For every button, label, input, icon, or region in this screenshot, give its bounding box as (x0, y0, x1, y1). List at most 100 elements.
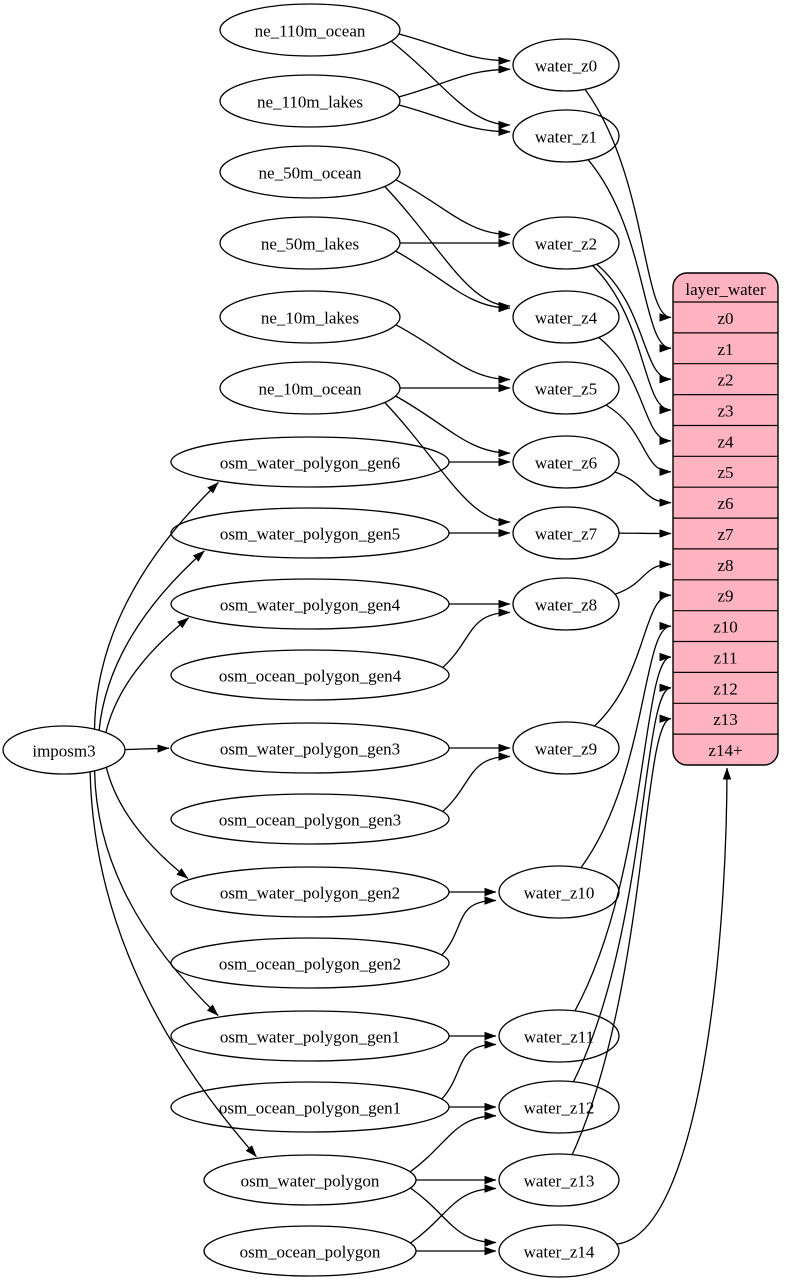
edge-ne_110m_ocean-to-water_z0 (399, 34, 510, 61)
node-ne_110m_lakes: ne_110m_lakes (220, 75, 400, 127)
node-water_z5: water_z5 (513, 362, 619, 414)
node-label-water_z7: water_z7 (535, 525, 598, 544)
record-row-z0: z0 (717, 309, 733, 328)
edge-osm_ocean_polygon_gen2-to-water_z10 (442, 901, 496, 956)
node-osm_water_polygon: osm_water_polygon (204, 1155, 416, 1205)
edge-water_z8-to-layer_water-z8 (615, 564, 671, 594)
node-osm_water_polygon_gen4: osm_water_polygon_gen4 (171, 579, 449, 629)
record-row-z9: z9 (717, 587, 733, 606)
edge-ne_50m_lakes-to-water_z4 (396, 251, 510, 308)
record-row-z8: z8 (717, 556, 733, 575)
node-water_z4: water_z4 (513, 291, 619, 343)
edge-water_z14-to-layer_water-z14+ (617, 768, 727, 1244)
edge-ne_110m_ocean-to-water_z1 (391, 41, 510, 125)
node-water_z10: water_z10 (499, 866, 619, 918)
record-row-z4: z4 (717, 432, 734, 451)
node-label-water_z8: water_z8 (535, 596, 597, 615)
node-osm_ocean_polygon_gen1: osm_ocean_polygon_gen1 (171, 1082, 449, 1132)
node-label-water_z1: water_z1 (535, 128, 597, 147)
node-osm_water_polygon_gen6: osm_water_polygon_gen6 (171, 437, 449, 487)
edge-imposm3-to-osm_water_polygon_gen5 (99, 551, 204, 731)
node-label-ne_10m_ocean: ne_10m_ocean (259, 380, 362, 399)
node-osm_ocean_polygon: osm_ocean_polygon (204, 1226, 416, 1276)
record-row-z10: z10 (713, 618, 738, 637)
edge-ne_50m_ocean-to-water_z2 (396, 180, 510, 235)
edge-water_z11-to-layer_water-z11 (575, 657, 671, 1011)
record-row-z6: z6 (717, 494, 733, 513)
edge-osm_ocean_polygon_gen4-to-water_z8 (443, 613, 510, 668)
edge-water_z6-to-layer_water-z6 (615, 472, 671, 503)
record-row-z13: z13 (713, 710, 738, 729)
edge-osm_water_polygon-to-water_z12 (410, 1116, 496, 1172)
node-label-ne_50m_lakes: ne_50m_lakes (261, 235, 359, 254)
edge-ne_110m_lakes-to-water_z0 (399, 69, 510, 97)
record-row-z2: z2 (717, 371, 733, 390)
node-ne_110m_ocean: ne_110m_ocean (220, 4, 400, 56)
node-osm_water_polygon_gen1: osm_water_polygon_gen1 (171, 1011, 449, 1061)
node-label-osm_water_polygon: osm_water_polygon (241, 1172, 380, 1191)
node-label-ne_110m_ocean: ne_110m_ocean (255, 22, 366, 41)
node-label-water_z13: water_z13 (524, 1172, 595, 1191)
edge-osm_water_polygon-to-water_z14 (411, 1188, 497, 1243)
edge-ne_10m_lakes-to-water_z5 (396, 325, 510, 380)
node-water_z2: water_z2 (513, 217, 619, 269)
record-row-z7: z7 (717, 525, 734, 544)
node-label-water_z2: water_z2 (535, 235, 597, 254)
node-label-osm_water_polygon_gen5: osm_water_polygon_gen5 (220, 525, 400, 544)
node-label-osm_water_polygon_gen6: osm_water_polygon_gen6 (220, 454, 400, 473)
node-water_z0: water_z0 (513, 39, 619, 91)
node-osm_ocean_polygon_gen4: osm_ocean_polygon_gen4 (171, 650, 449, 700)
node-ne_10m_lakes: ne_10m_lakes (220, 291, 400, 343)
node-label-osm_water_polygon_gen2: osm_water_polygon_gen2 (220, 884, 400, 903)
node-label-water_z5: water_z5 (535, 380, 597, 399)
edge-imposm3-to-osm_water_polygon_gen3 (125, 748, 169, 749)
edge-ne_110m_lakes-to-water_z1 (399, 105, 510, 132)
node-osm_water_polygon_gen2: osm_water_polygon_gen2 (171, 867, 449, 917)
node-osm_water_polygon_gen5: osm_water_polygon_gen5 (171, 508, 449, 558)
node-water_z14: water_z14 (499, 1225, 619, 1277)
node-ne_50m_ocean: ne_50m_ocean (220, 146, 400, 198)
record-layer_water: layer_waterz0z1z2z3z4z5z6z7z8z9z10z11z12… (673, 273, 778, 765)
node-label-water_z11: water_z11 (524, 1028, 594, 1047)
node-label-osm_water_polygon_gen3: osm_water_polygon_gen3 (220, 740, 400, 759)
node-water_z6: water_z6 (513, 436, 619, 488)
record-row-z12: z12 (713, 679, 738, 698)
node-water_z12: water_z12 (499, 1081, 619, 1133)
node-label-water_z4: water_z4 (535, 309, 598, 328)
node-label-osm_water_polygon_gen1: osm_water_polygon_gen1 (220, 1028, 400, 1047)
node-label-imposm3: imposm3 (32, 742, 95, 761)
record-row-z14+: z14+ (708, 741, 742, 760)
record-title: layer_water (685, 280, 766, 299)
node-water_z9: water_z9 (513, 722, 619, 774)
node-label-water_z12: water_z12 (524, 1099, 595, 1118)
node-water_z7: water_z7 (513, 507, 619, 559)
node-ne_10m_ocean: ne_10m_ocean (220, 362, 400, 414)
node-label-osm_ocean_polygon_gen4: osm_ocean_polygon_gen4 (219, 667, 402, 686)
edges-layer (90, 34, 727, 1251)
node-ne_50m_lakes: ne_50m_lakes (220, 217, 400, 269)
node-label-osm_ocean_polygon_gen2: osm_ocean_polygon_gen2 (219, 955, 401, 974)
edge-ne_50m_ocean-to-water_z4 (385, 187, 510, 307)
node-osm_ocean_polygon_gen3: osm_ocean_polygon_gen3 (171, 794, 449, 844)
node-label-water_z0: water_z0 (535, 57, 597, 76)
node-label-ne_110m_lakes: ne_110m_lakes (257, 93, 363, 112)
node-osm_water_polygon_gen3: osm_water_polygon_gen3 (171, 723, 449, 773)
node-water_z8: water_z8 (513, 578, 619, 630)
node-label-water_z14: water_z14 (524, 1243, 595, 1262)
node-water_z13: water_z13 (499, 1154, 619, 1206)
edge-osm_ocean_polygon-to-water_z13 (411, 1189, 497, 1244)
node-label-ne_50m_ocean: ne_50m_ocean (259, 164, 362, 183)
node-water_z11: water_z11 (499, 1010, 619, 1062)
node-label-osm_ocean_polygon: osm_ocean_polygon (240, 1243, 381, 1262)
record-row-z11: z11 (714, 648, 738, 667)
node-label-water_z9: water_z9 (535, 740, 597, 759)
node-osm_ocean_polygon_gen2: osm_ocean_polygon_gen2 (171, 938, 449, 988)
node-label-osm_ocean_polygon_gen3: osm_ocean_polygon_gen3 (219, 811, 401, 830)
node-imposm3: imposm3 (3, 726, 125, 774)
record-row-z3: z3 (717, 402, 733, 421)
edge-osm_ocean_polygon_gen3-to-water_z9 (443, 757, 510, 812)
node-label-ne_10m_lakes: ne_10m_lakes (261, 309, 359, 328)
node-label-water_z6: water_z6 (535, 454, 597, 473)
record-row-z1: z1 (717, 340, 733, 359)
